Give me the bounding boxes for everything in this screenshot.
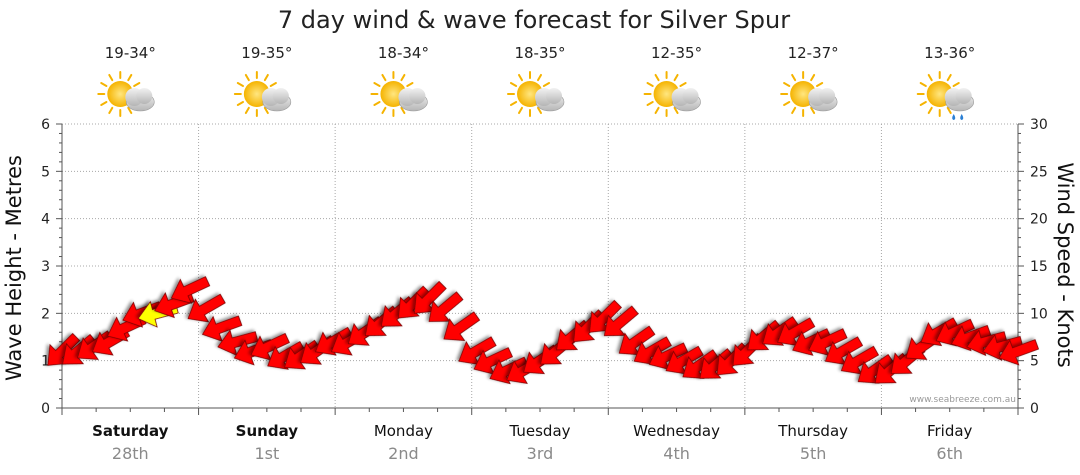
day-name: Wednesday (633, 422, 720, 440)
wind-arrow (648, 342, 689, 370)
wind-arrow (840, 345, 880, 375)
day-date: 1st (254, 444, 279, 463)
day-date: 4th (663, 444, 690, 463)
right-tick-label: 20 (1030, 212, 1048, 228)
day-name: Thursday (777, 422, 848, 440)
left-tick-label: 5 (41, 164, 50, 180)
left-tick-label: 0 (41, 401, 50, 417)
left-tick-label: 1 (41, 354, 50, 370)
wind-arrow (777, 317, 816, 347)
day-name: Saturday (92, 422, 169, 440)
watermark: www.seabreeze.com.au (909, 395, 1016, 405)
right-tick-label: 15 (1030, 259, 1048, 275)
day-name: Sunday (236, 422, 299, 440)
left-tick-label: 3 (41, 259, 50, 275)
shower-icon (916, 71, 975, 120)
left-tick-label: 4 (41, 212, 50, 228)
wind-arrow (413, 280, 447, 314)
wind-arrow (458, 336, 497, 365)
wave-axis-title: Wave Height - Metres (2, 155, 26, 381)
weather-row: 19-34° 19-35° 18-34° 18-35° 12-35° 12-37° 13-3… (97, 44, 975, 120)
temp-range: 13-36° (924, 44, 975, 62)
partly-cloudy-icon (507, 71, 565, 117)
wind-arrow (217, 329, 259, 357)
wind-arrow (857, 354, 895, 384)
wind-axis-title: Wind Speed - Knots (1053, 162, 1077, 367)
left-tick-label: 2 (41, 306, 50, 322)
wind-arrow (603, 305, 639, 337)
temp-range: 12-37° (788, 44, 839, 62)
wind-arrow (443, 311, 481, 341)
right-tick-label: 25 (1030, 164, 1048, 180)
day-date: 2nd (388, 444, 418, 463)
wind-arrow (589, 299, 622, 333)
wind-arrow (998, 339, 1040, 366)
partly-cloudy-icon (780, 71, 838, 117)
day-labels: Saturday 28th Sunday 1st Monday 2nd Tuesday 3rd… (92, 422, 972, 463)
wind-arrow (633, 336, 672, 365)
wind-arrow (618, 325, 656, 356)
temp-range: 12-35° (651, 44, 702, 62)
temp-range: 19-35° (241, 44, 292, 62)
right-tick-label: 10 (1030, 306, 1048, 322)
wind-arrow (201, 315, 243, 342)
axes: 0 1 2 3 4 5 6 0 5 10 15 20 25 30 (41, 117, 1048, 417)
wind-arrow (682, 349, 720, 379)
wind-arrow (982, 334, 1024, 361)
wind-arrow (250, 332, 290, 361)
temp-range: 18-34° (378, 44, 429, 62)
wind-arrow (808, 328, 848, 356)
day-date: 28th (112, 444, 149, 463)
wind-arrow (473, 347, 513, 375)
wind-arrow (187, 293, 226, 323)
left-tick-label: 6 (41, 117, 50, 133)
wind-arrow (489, 356, 529, 385)
chart-title: 7 day wind & wave forecast for Silver Sp… (278, 6, 790, 34)
temp-range: 19-34° (105, 44, 156, 62)
partly-cloudy-icon (97, 71, 155, 117)
right-tick-label: 30 (1030, 117, 1048, 133)
wind-arrows (47, 276, 1040, 385)
day-date: 5th (800, 444, 827, 463)
wind-arrow (267, 341, 306, 370)
wind-arrow (665, 345, 704, 375)
partly-cloudy-icon (233, 71, 292, 117)
wind-arrow (824, 336, 864, 365)
right-tick-label: 0 (1030, 401, 1039, 417)
partly-cloudy-icon (643, 71, 701, 117)
temp-range: 18-35° (514, 44, 565, 62)
day-date: 6th (936, 444, 963, 463)
day-name: Tuesday (508, 422, 570, 440)
partly-cloudy-icon (370, 71, 428, 117)
wind-arrow (699, 348, 735, 379)
day-name: Friday (927, 422, 973, 440)
wind-arrow (428, 291, 464, 322)
wind-arrow (170, 276, 211, 304)
wind-arrow (966, 329, 1008, 357)
wind-arrow (935, 318, 976, 347)
day-name: Monday (374, 422, 433, 440)
right-tick-label: 5 (1030, 354, 1039, 370)
day-date: 3rd (527, 444, 554, 463)
